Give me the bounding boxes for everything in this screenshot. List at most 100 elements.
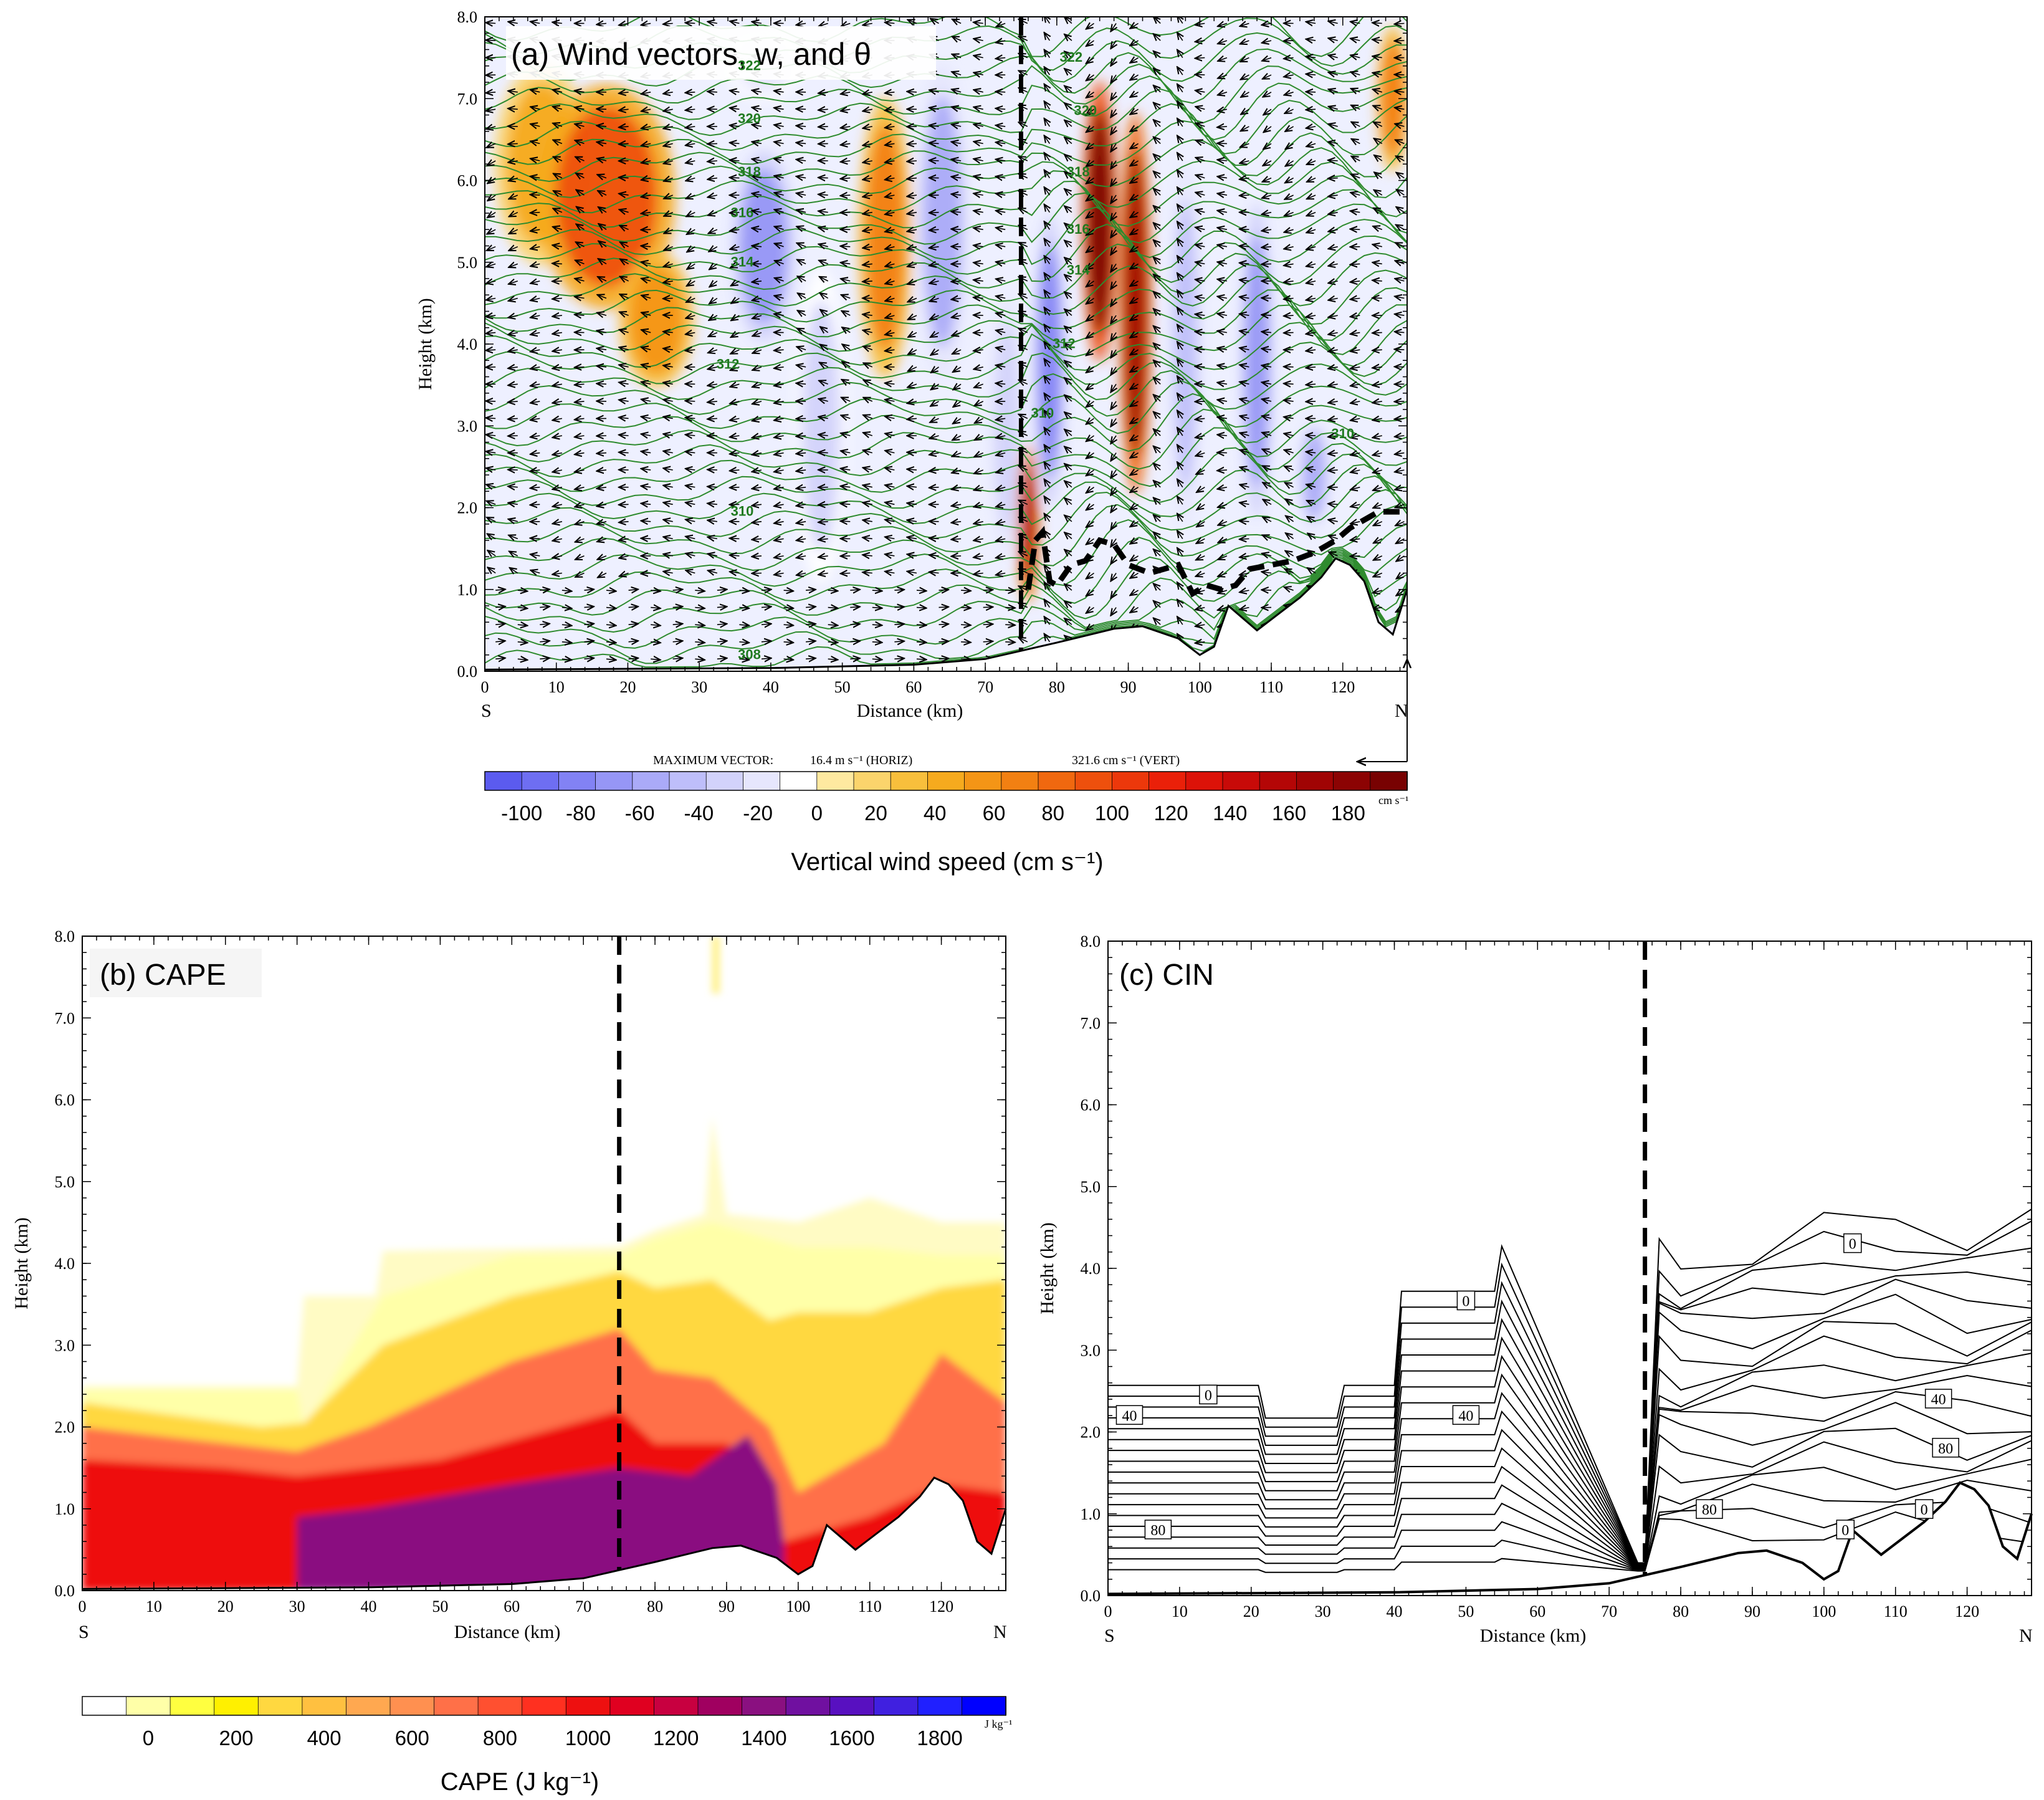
wind-vector: [709, 22, 718, 24]
wind-vector: [1005, 642, 1014, 643]
wind-vector: [886, 555, 895, 556]
wind-vector: [620, 556, 629, 558]
wind-vector: [843, 362, 851, 367]
wind-vector: [664, 127, 673, 128]
wind-vector: [908, 178, 917, 179]
x-tick-label: 70: [1601, 1602, 1617, 1620]
wind-vector: [1307, 401, 1316, 402]
wind-vector: [864, 315, 872, 316]
x-tick-label: 90: [719, 1597, 735, 1616]
wind-vector: [1020, 466, 1028, 470]
wind-vector: [709, 178, 718, 180]
wind-vector: [864, 264, 872, 265]
wind-vector: [1065, 173, 1072, 178]
wind-vector: [672, 641, 682, 642]
colorbar-a-tick-label: -80: [566, 802, 596, 825]
wind-vector: [975, 487, 983, 490]
wind-vector: [1045, 309, 1050, 316]
wind-vector: [532, 264, 540, 266]
wind-vector: [620, 348, 629, 350]
wind-vector: [598, 366, 607, 367]
wind-vector: [509, 91, 518, 92]
wind-vector: [1065, 327, 1072, 333]
colorbar-a-swatch: [669, 771, 707, 791]
wind-vector: [975, 297, 983, 298]
theta-contour-label: 322: [1059, 49, 1082, 65]
wind-vector: [798, 311, 806, 315]
wind-vector: [598, 24, 607, 25]
colorbar-a-tick-label: 160: [1272, 802, 1306, 825]
wind-vector: [664, 366, 673, 367]
theta-contour: [485, 206, 1407, 271]
wind-vector: [894, 624, 903, 625]
wind-vector: [983, 641, 992, 642]
wind-vector: [775, 384, 784, 385]
colorbar-b-caption: CAPE (J kg⁻¹): [441, 1768, 599, 1796]
cin-contour-label: 0: [1841, 1523, 1849, 1539]
wind-vector: [1307, 109, 1316, 110]
wind-vector: [775, 125, 784, 127]
wind-vector: [620, 24, 629, 26]
wind-vector: [997, 504, 1006, 507]
colorbar-b-swatch: [214, 1696, 259, 1716]
wind-vector: [1065, 207, 1072, 213]
wind-vector: [553, 539, 563, 540]
wind-vector: [952, 229, 962, 230]
wind-vector: [797, 453, 806, 454]
wind-vector: [487, 501, 496, 504]
wind-vector: [487, 435, 496, 436]
wind-vector: [997, 262, 1006, 264]
wind-vector: [1065, 155, 1072, 161]
wind-vector: [952, 160, 962, 161]
theta-contour-label: 312: [1053, 336, 1076, 352]
colorbar-a-tick-label: 120: [1154, 802, 1188, 825]
wind-vector: [576, 124, 585, 127]
colorbar-a: [484, 771, 1408, 791]
colorbar-a-swatch: [1333, 771, 1371, 791]
wind-vector: [886, 537, 895, 539]
y-tick-label: 4.0: [1081, 1260, 1101, 1278]
wind-vector: [664, 469, 673, 471]
wind-vector: [1020, 243, 1028, 247]
wind-vector: [886, 417, 895, 419]
wind-vector: [532, 229, 540, 231]
colorbar-b-swatch: [785, 1696, 831, 1716]
wind-vector: [709, 333, 718, 337]
wind-vector: [509, 519, 518, 522]
wind-vector: [599, 224, 607, 229]
wind-vector: [553, 487, 563, 489]
wind-vector: [576, 470, 585, 472]
y-tick-label: 2.0: [55, 1419, 75, 1437]
wind-vector: [820, 277, 829, 281]
wind-vector: [495, 624, 504, 625]
wind-vector: [798, 329, 806, 333]
wind-vector: [975, 573, 983, 575]
wind-vector: [598, 159, 607, 161]
cin-contour-label: 80: [1702, 1502, 1717, 1518]
wind-vector: [997, 556, 1006, 558]
wind-vector: [997, 573, 1006, 575]
wind-vector: [621, 277, 629, 281]
wind-vector: [775, 487, 784, 489]
wind-vector: [732, 281, 740, 285]
wind-vector: [731, 108, 740, 109]
wind-vector: [664, 109, 673, 111]
wind-vector: [553, 522, 563, 524]
x-tick-label: 10: [1172, 1602, 1188, 1620]
wind-vector: [864, 363, 873, 367]
wind-vector: [997, 314, 1006, 315]
wind-vector: [797, 176, 806, 178]
wind-vector: [598, 539, 607, 541]
wind-vector: [1045, 239, 1050, 247]
y-tick-label: 5.0: [55, 1173, 75, 1191]
y-tick-label: 5.0: [457, 254, 478, 272]
wind-vector: [739, 642, 748, 643]
wind-vector: [687, 281, 695, 285]
wind-vector: [553, 333, 563, 334]
wind-vector: [975, 384, 983, 387]
wind-vector: [1045, 34, 1050, 41]
wind-vector: [753, 281, 762, 282]
wind-vector: [753, 90, 762, 92]
wind-vector: [952, 522, 962, 523]
wind-vector: [1045, 325, 1050, 333]
